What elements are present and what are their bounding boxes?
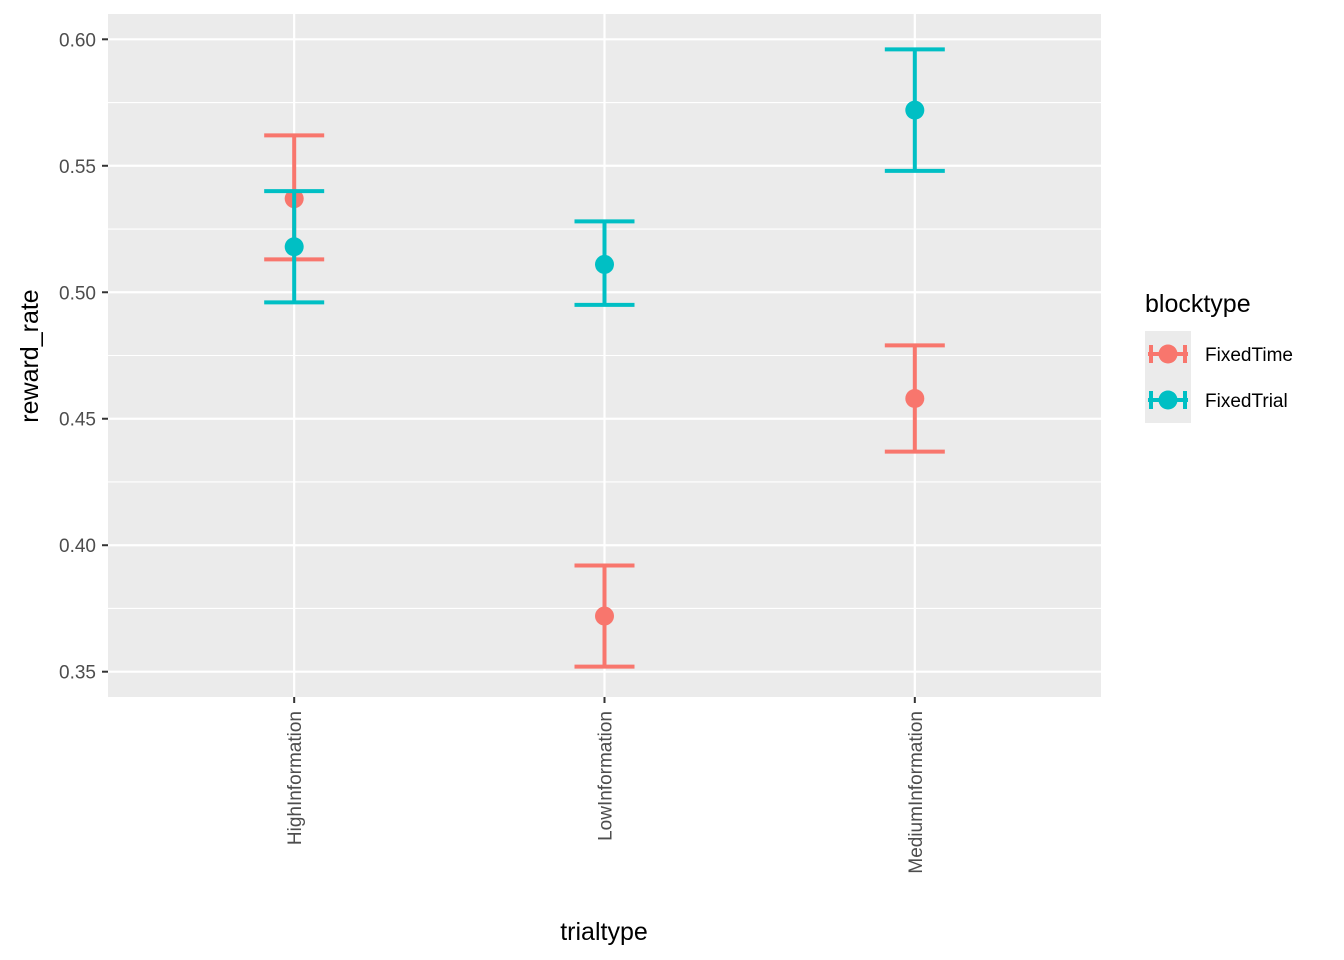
legend-label: FixedTrial bbox=[1205, 391, 1288, 412]
y-tick-label: 0.45 bbox=[59, 410, 96, 431]
legend-label: FixedTime bbox=[1205, 345, 1293, 366]
data-marks bbox=[264, 47, 945, 669]
y-tick-label: 0.50 bbox=[59, 283, 96, 304]
x-tick-label: HighInformation bbox=[285, 711, 306, 845]
y-tick-label: 0.35 bbox=[59, 663, 96, 684]
x-axis-title: trialtype bbox=[560, 918, 648, 946]
data-point bbox=[595, 254, 614, 274]
legend-key-point bbox=[1158, 390, 1178, 410]
y-axis-title: reward_rate bbox=[16, 289, 44, 422]
legend-key-point bbox=[1158, 344, 1178, 364]
y-tick-label: 0.40 bbox=[59, 536, 96, 557]
y-tick-label: 0.60 bbox=[59, 30, 96, 51]
data-point bbox=[905, 100, 925, 120]
x-tick-label: MediumInformation bbox=[906, 711, 927, 874]
x-tick-label: LowInformation bbox=[596, 711, 617, 841]
legend: blocktype FixedTime FixedTrial bbox=[1145, 290, 1293, 423]
data-point bbox=[284, 237, 304, 257]
y-axis: 0.35 0.40 0.45 0.50 0.55 0.60 bbox=[59, 30, 108, 684]
data-point bbox=[595, 606, 614, 626]
x-axis: HighInformation LowInformation MediumInfor… bbox=[285, 697, 927, 874]
y-tick-label: 0.55 bbox=[59, 157, 96, 178]
legend-title: blocktype bbox=[1145, 290, 1251, 318]
data-point bbox=[905, 389, 925, 409]
